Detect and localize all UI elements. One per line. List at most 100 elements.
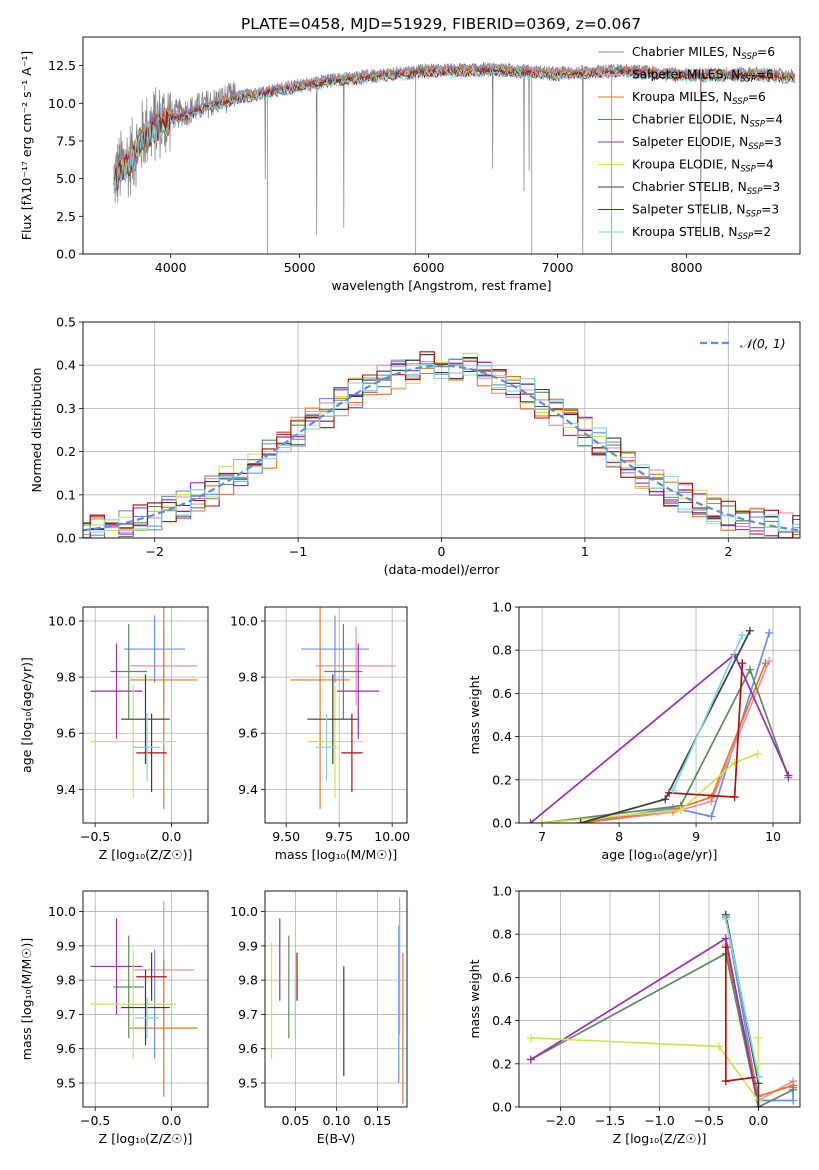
residuals-plot-area: [83, 351, 800, 538]
legend-entry-text: Salpeter ELODIE, N: [632, 135, 748, 149]
mass_vs_Z-ytick-label-2: 9.7: [56, 1007, 76, 1022]
age_vs_mass-ytick-label-3: 10.0: [230, 614, 258, 629]
legend-entry-2: Kroupa MILES, NSSP=6: [632, 90, 766, 107]
spectrum-frame: [82, 36, 801, 255]
legend-entry-count: =3: [761, 203, 779, 217]
age_vs_mass-point-7: [341, 713, 363, 793]
age_vs_Z-plot-area: [90, 607, 198, 809]
mass_vs_Z-panel: −0.5 0.0 9.5 9.6 9.7 9.8 9.9 10.0 Z [log₁₀(Z/Z☉)…: [19, 890, 209, 1146]
mass_vs_Z-plot-area: [90, 901, 198, 1097]
age_vs_mass-xtick-label-1: 9.75: [325, 829, 353, 844]
spectrum-model-line-8: [113, 68, 796, 194]
mass_vs_ebv-panel: 0.05 0.10 0.15 9.5 9.6 9.7 9.8 9.9 10.0 E(B-V): [230, 890, 408, 1146]
legend-entry-subscript: SSP: [740, 165, 756, 175]
spectrum-xtick-label-0: 4000: [155, 260, 187, 275]
age_vs_mass-point-6: [307, 674, 359, 765]
age_vs_Z-point-5: [90, 685, 176, 798]
mass_vs_Z-point-2: [130, 959, 198, 1097]
legend-entry-1: Salpeter MILES, NSSP=6: [632, 68, 774, 85]
legend-entry-text: Kroupa MILES, N: [632, 90, 732, 104]
legend-entry-text: Kroupa STELIB, N: [632, 225, 738, 239]
legend-entry-3: Chabrier ELODIE, NSSP=4: [632, 113, 783, 130]
weight_vs_age-panel: 7 8 9 10 0.0 0.2 0.4 0.6 0.8 1.0 age [log₁₀(age/yr…: [467, 600, 801, 862]
mass_vs_Z-point-6: [121, 969, 170, 1046]
age_vs_mass-point-2: [290, 607, 350, 809]
legend-entry-subscript: SSP: [749, 120, 765, 130]
weight_vs_Z-xtick-label-4: 0.0: [748, 1113, 768, 1128]
residuals-panel: −2 −1 0 1 2 0.0 0.1 0.2 0.3 0.4 0.5 (data-model)/er…: [29, 315, 801, 577]
mass_vs_Z-point-3: [113, 935, 144, 1039]
residuals-xlabel: (data-model)/error: [384, 562, 501, 577]
legend-entry-text: Salpeter STELIB, N: [632, 203, 745, 217]
mass_vs_Z-xtick-label-0: −0.5: [80, 1113, 110, 1128]
residuals-ytick-label-0: 0.0: [56, 531, 76, 546]
residuals-xtick-label-0: −2: [145, 544, 163, 559]
spectrum-xtick-label-4: 8000: [671, 260, 703, 275]
weight_vs_age-plot-area: [526, 626, 793, 823]
weight_vs_age-ylabel: mass weight: [467, 675, 482, 754]
spectrum-ytick-label-5: 12.5: [48, 58, 76, 73]
residuals-xtick-label-2: 0: [438, 544, 446, 559]
weight_vs_age-marker-7-2: [738, 659, 747, 668]
legend-entry-count: =6: [748, 90, 766, 104]
legend-entry-subscript: SSP: [745, 210, 761, 220]
age_vs_Z-xtick-label-1: 0.0: [161, 829, 181, 844]
mass_vs_ebv-ytick-label-1: 9.6: [238, 1041, 258, 1056]
weight_vs_age-marker-0-2: [707, 812, 716, 821]
weight_vs_age-ytick-label-1: 0.2: [492, 772, 512, 787]
figure-title: PLATE=0458, MJD=51929, FIBERID=0369, z=0…: [241, 15, 641, 33]
legend-entry-text: Chabrier STELIB, N: [632, 180, 747, 194]
mass_vs_ebv-ytick-label-2: 9.7: [238, 1007, 258, 1022]
age_vs_mass-point-1: [315, 626, 397, 706]
weight_vs_age-ytick-label-4: 0.8: [492, 643, 512, 658]
legend-entry-count: =6: [756, 68, 774, 82]
mass_vs_Z-ytick-label-3: 9.8: [56, 973, 76, 988]
weight_vs_Z-marker-7-1: [721, 1077, 730, 1086]
weight_vs_age-marker-3-2: [745, 665, 754, 674]
weight_vs_age-frame: [518, 606, 801, 824]
mass_vs_Z-ytick-label-0: 9.5: [56, 1076, 76, 1091]
mass_vs_Z-xtick-label-1: 0.0: [161, 1113, 181, 1128]
residuals-ytick-label-5: 0.5: [56, 315, 76, 330]
weight_vs_age-marker-8-1: [738, 631, 747, 640]
age_vs_mass-point-5: [307, 685, 363, 798]
mass_vs_Z-ylabel: mass [log₁₀(M/M☉)]: [19, 938, 34, 1060]
weight_vs_age-xtick-label-3: 10: [765, 829, 781, 844]
age_vs_Z-point-8: [133, 713, 161, 781]
mass_vs_ebv-xtick-label-1: 0.10: [322, 1113, 350, 1128]
legend-entry-4: Salpeter ELODIE, NSSP=3: [632, 135, 782, 152]
age_vs_mass-ytick-label-2: 9.8: [238, 670, 258, 685]
age_vs_mass-panel: 9.50 9.75 10.00 9.4 9.6 9.8 10.0 mass [log₁₀(M/…: [230, 606, 410, 862]
legend-entry-count: =6: [757, 45, 775, 59]
legend-entry-7: Salpeter STELIB, NSSP=3: [632, 203, 779, 220]
weight_vs_age-marker-2-3: [761, 659, 770, 668]
legend-entry-count: =2: [753, 225, 771, 239]
legend-entry-count: =3: [764, 135, 782, 149]
mass_vs_ebv-ytick-label-3: 9.8: [238, 973, 258, 988]
age_vs_Z-point-6: [121, 674, 170, 765]
weight_vs_Z-xtick-label-2: −1.0: [644, 1113, 674, 1128]
age_vs_Z-frame: [82, 606, 209, 824]
mass_vs_ebv-xtick-label-2: 0.15: [364, 1113, 392, 1128]
residuals-xtick-label-4: 2: [724, 544, 732, 559]
mass_vs_Z-point-7: [136, 952, 167, 1001]
weight_vs_age-series-line-8: [672, 634, 744, 791]
spectrum-xtick-label-2: 6000: [413, 260, 445, 275]
weight_vs_age-series-line-1: [580, 660, 770, 823]
mass_vs_ebv-plot-area: [270, 897, 404, 1104]
legend-entry-subscript: SSP: [738, 232, 754, 242]
mass_vs_Z-ytick-label-5: 10.0: [48, 904, 76, 919]
weight_vs_Z-ytick-label-0: 0.0: [492, 1100, 512, 1115]
weight_vs_age-marker-4-2: [784, 771, 793, 780]
age_vs_Z-point-2: [130, 607, 198, 809]
residuals-legend: 𝒩(0, 1): [700, 336, 786, 351]
age_vs_Z-point-7: [136, 713, 167, 793]
age_vs_mass-point-4: [337, 643, 380, 739]
weight_vs_Z-xtick-label-3: −0.5: [694, 1113, 724, 1128]
weight_vs_Z-marker-8-0: [721, 915, 730, 924]
age_vs_mass-frame: [264, 606, 408, 824]
weight_vs_age-xlabel: age [log₁₀(age/yr)]: [602, 847, 718, 862]
age_vs_Z-ylabel: age [log₁₀(age/yr)]: [19, 657, 34, 773]
weight_vs_Z-xlabel: Z [log₁₀(Z/Z☉)]: [613, 1131, 707, 1146]
